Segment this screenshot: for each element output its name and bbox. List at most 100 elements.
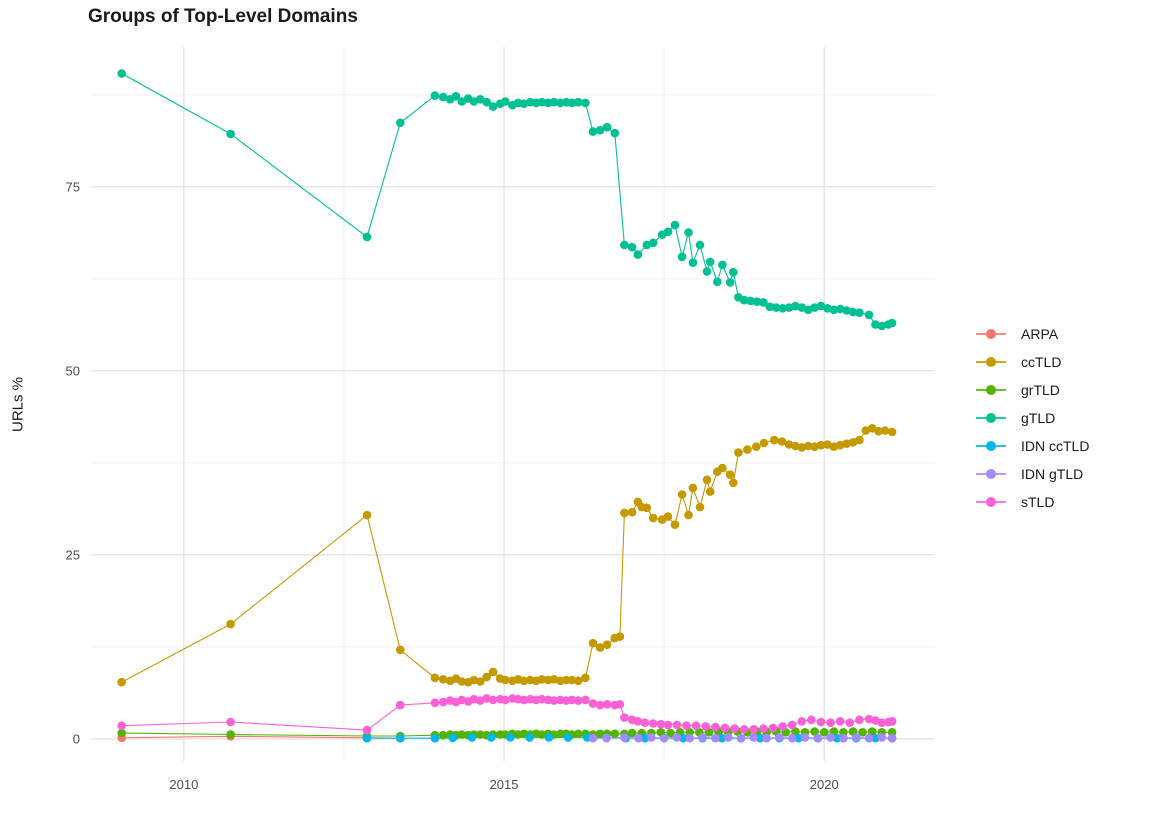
legend-item-gTLD: gTLD <box>976 404 1089 432</box>
data-point-ccTLD <box>725 470 735 480</box>
data-point-IDN-gTLD <box>762 733 771 743</box>
data-point-ccTLD <box>663 512 673 521</box>
data-point-ccTLD <box>803 441 813 451</box>
data-point-grTLD <box>537 730 547 739</box>
data-point-IDN-ccTLD <box>430 733 440 743</box>
data-point-sTLD <box>691 721 701 730</box>
data-point-IDN-ccTLD <box>871 733 880 743</box>
x-axis-tick-label: 2020 <box>810 777 839 792</box>
data-point-sTLD <box>711 722 720 732</box>
chart-title: Groups of Top-Level Domains <box>88 6 358 27</box>
data-point-gTLD <box>752 297 762 307</box>
legend-label: gTLD <box>1021 410 1056 426</box>
legend-label: ccTLD <box>1021 354 1062 370</box>
data-point-ccTLD <box>648 513 658 523</box>
data-point-gTLD <box>877 321 887 331</box>
legend-key-icon <box>976 356 1006 368</box>
data-point-sTLD <box>226 717 235 727</box>
data-point-ccTLD <box>743 445 752 454</box>
data-point-sTLD <box>855 715 864 725</box>
data-point-ccTLD <box>501 675 510 685</box>
data-point-ccTLD <box>457 677 467 686</box>
y-axis-tick-label: 25 <box>66 547 80 562</box>
data-point-gTLD <box>663 227 673 237</box>
legend-label: IDN ccTLD <box>1021 438 1090 454</box>
data-point-sTLD <box>826 718 835 727</box>
legend-key-icon <box>976 440 1006 452</box>
legend: ARPA ccTLD grTLD gTLD IDN ccTLD IDN gTLD sTLD <box>976 320 1089 516</box>
data-point-gTLD <box>864 310 874 320</box>
data-point-IDN-gTLD <box>723 733 733 742</box>
data-point-ccTLD <box>702 475 712 485</box>
data-point-gTLD <box>457 97 467 106</box>
data-point-sTLD <box>588 699 598 708</box>
data-point-IDN-ccTLD <box>755 733 765 743</box>
legend-key-icon <box>976 468 1006 480</box>
legend-key-icon <box>976 412 1006 424</box>
data-point-gTLD <box>117 69 126 78</box>
data-point-gTLD <box>226 129 235 139</box>
data-point-ccTLD <box>482 672 492 682</box>
data-point-IDN-ccTLD <box>362 733 372 743</box>
data-point-IDN-gTLD <box>813 733 823 743</box>
data-point-gTLD <box>396 118 405 128</box>
data-point-gTLD <box>581 98 590 108</box>
data-point-sTLD <box>519 695 529 705</box>
data-point-IDN-gTLD <box>826 733 835 742</box>
data-point-ccTLD <box>705 487 715 496</box>
data-point-ccTLD <box>777 437 787 446</box>
data-point-ccTLD <box>620 508 629 518</box>
data-point-IDN-gTLD <box>775 733 784 742</box>
data-point-grTLD <box>791 727 800 736</box>
data-point-IDN-gTLD <box>634 733 643 743</box>
data-point-gTLD <box>887 318 897 328</box>
data-point-grTLD <box>685 728 694 737</box>
data-point-ccTLD <box>791 441 800 451</box>
data-point-ccTLD <box>615 632 625 641</box>
data-point-IDN-ccTLD <box>506 733 515 742</box>
data-point-sTLD <box>648 719 658 728</box>
data-point-gTLD <box>705 257 715 267</box>
data-point-IDN-gTLD <box>800 733 810 742</box>
data-point-gTLD <box>567 98 577 108</box>
data-point-grTLD <box>610 729 620 739</box>
data-point-ccTLD <box>588 638 598 648</box>
data-point-grTLD <box>858 728 867 737</box>
data-point-ccTLD <box>855 435 864 445</box>
data-point-gTLD <box>765 302 775 312</box>
data-point-IDN-ccTLD <box>794 733 803 743</box>
x-axis-tick-label: 2010 <box>169 777 198 792</box>
data-point-gTLD <box>574 97 583 107</box>
data-point-IDN-gTLD <box>698 733 707 742</box>
data-point-ccTLD <box>117 677 126 687</box>
data-point-ccTLD <box>537 675 547 684</box>
data-point-sTLD <box>620 713 629 722</box>
data-point-ccTLD <box>752 442 761 452</box>
data-point-ccTLD <box>677 490 687 499</box>
data-point-gTLD <box>595 125 605 135</box>
data-point-IDN-gTLD <box>672 733 682 742</box>
data-point-ccTLD <box>816 440 826 450</box>
data-point-sTLD <box>567 695 577 705</box>
data-point-gTLD <box>829 305 839 315</box>
data-point-grTLD <box>574 729 583 739</box>
data-point-gTLD <box>848 307 858 317</box>
legend-label: IDN gTLD <box>1021 466 1084 482</box>
data-point-IDN-gTLD <box>787 733 797 743</box>
data-point-sTLD <box>816 717 826 727</box>
data-point-grTLD <box>839 728 848 737</box>
data-point-sTLD <box>845 718 855 727</box>
data-point-sTLD <box>749 725 759 734</box>
data-point-sTLD <box>549 696 559 705</box>
data-point-gTLD <box>549 97 559 107</box>
data-point-IDN-ccTLD <box>679 733 688 743</box>
data-point-gTLD <box>729 267 738 277</box>
data-point-IDN-ccTLD <box>448 733 458 743</box>
data-point-ccTLD <box>874 426 883 436</box>
data-point-sTLD <box>720 723 730 733</box>
data-point-sTLD <box>701 722 710 731</box>
data-point-sTLD <box>787 720 797 730</box>
data-point-gTLD <box>739 295 749 305</box>
